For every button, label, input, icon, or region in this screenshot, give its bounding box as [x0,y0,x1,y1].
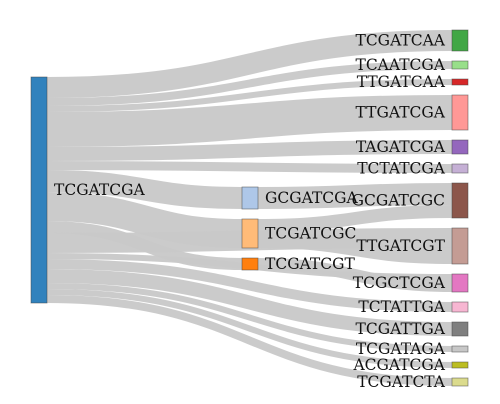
node-label-n0: TCGATCGA [54,181,146,199]
nodes-group [30,29,469,387]
node-n7 [451,94,469,131]
link-n0-n16 [46,289,453,368]
node-n12 [451,273,469,293]
link-n0-n13 [46,259,453,312]
node-n0 [30,76,48,304]
node-label-n1: GCGATCGA [265,189,359,207]
node-n8 [451,139,469,155]
node-label-n9: TCTATCGA [357,160,446,178]
node-n11 [451,227,469,265]
link-n0-n14 [46,269,453,336]
labels-group: TCGATCGA GCGATCGA TCGATCGC TCGATCGT TCGATCAA… [54,32,446,392]
node-n3 [241,257,259,271]
link-n2-n11 [257,232,453,264]
node-label-n16: ACGATCGA [352,356,445,374]
link-n1-n10 [257,183,453,209]
link-n0-n8 [46,140,453,161]
node-label-n13: TCTATTGA [358,298,445,316]
node-n6 [451,78,469,86]
node-label-n11: TTGATCGT [356,237,445,255]
node-n10 [451,182,469,219]
link-n0-n6 [46,79,453,112]
node-label-n7: TTGATCGA [356,104,446,122]
node-n17 [451,377,469,387]
node-label-n12: TCGCTCGA [353,274,446,292]
node-n4 [451,29,469,52]
node-n13 [451,301,469,313]
node-label-n8: TAGATCGA [356,138,446,156]
node-n16 [451,361,469,369]
link-n0-n15 [46,283,453,352]
link-n0-n7 [46,95,453,147]
node-label-n15: TCGATAGA [356,340,446,358]
link-n0-n17 [46,295,453,386]
node-n15 [451,345,469,353]
node-n14 [451,321,469,337]
link-n0-n9 [46,161,453,173]
links-group [46,30,453,386]
link-n0-n4 [46,30,453,98]
node-label-n2: TCGATCGC [265,225,356,243]
node-n9 [451,163,469,174]
link-n0-n1 [46,170,243,209]
link-n3-n12 [257,258,453,292]
link-n0-n5 [46,61,453,106]
node-label-n5: TCAATCGA [355,56,445,74]
node-n1 [241,186,259,210]
node-n2 [241,218,259,249]
node-label-n14: TCGATTGA [356,320,446,338]
link-n2-n10 [257,205,453,232]
node-label-n6: TTGATCAA [357,73,446,91]
node-label-n4: TCGATCAA [355,32,445,50]
node-n5 [451,60,469,70]
node-label-n17: TCGATCTA [357,373,446,391]
node-label-n10: GCGATCGC [352,192,445,210]
node-label-n3: TCGATCGT [265,255,356,273]
